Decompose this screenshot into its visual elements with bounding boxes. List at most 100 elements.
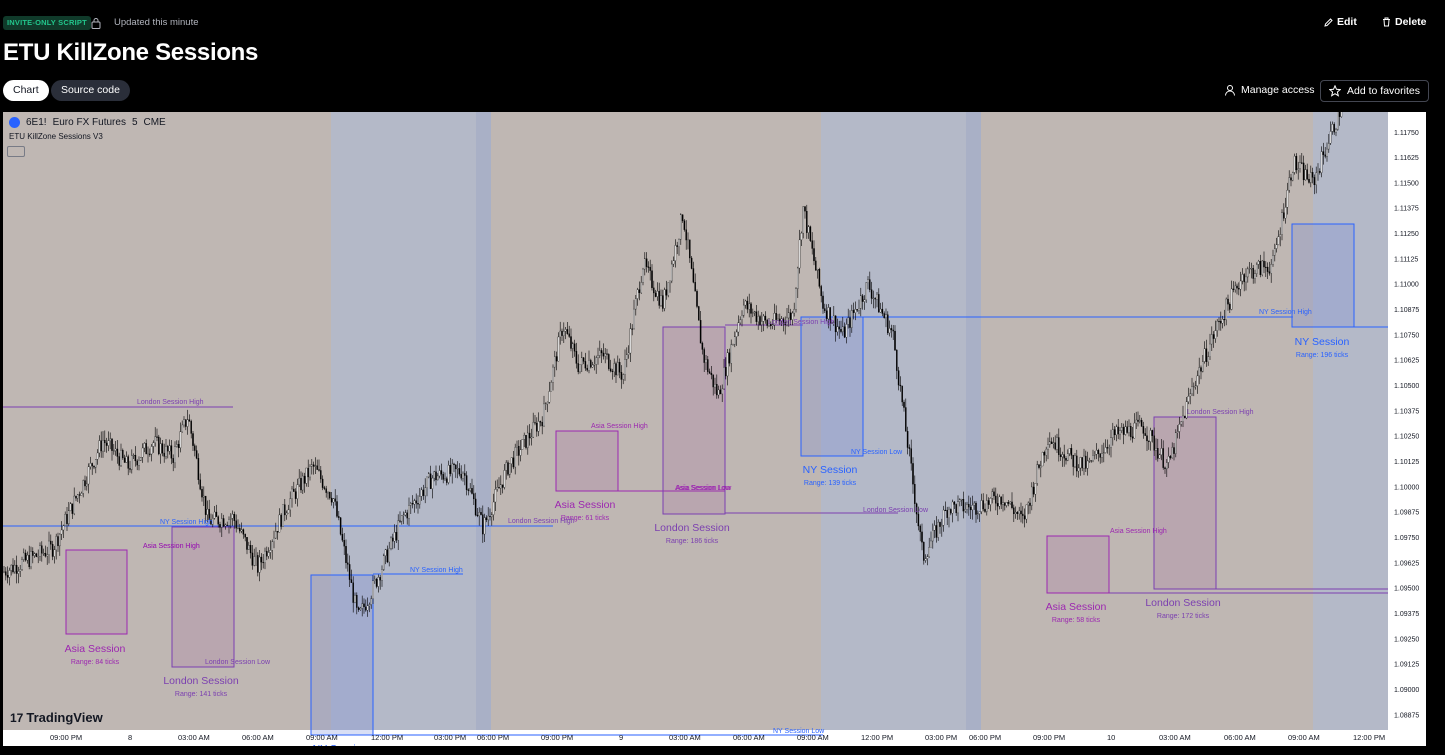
candle-body (672, 260, 675, 265)
session-range: Range: 141 ticks (175, 691, 228, 698)
collapse-legend-button[interactable] (7, 146, 25, 157)
candle-body (163, 452, 165, 457)
candle-body (1007, 502, 1010, 504)
candle-body (575, 351, 578, 364)
candle-body (528, 432, 531, 439)
candle-body (224, 524, 227, 527)
candle-body (84, 480, 86, 487)
candle-body (1198, 367, 1200, 377)
candle-body (249, 545, 252, 554)
manage-access-button[interactable]: Manage access (1224, 84, 1315, 96)
candle-body (1045, 448, 1047, 456)
candle-body (37, 556, 39, 558)
candle-body (120, 450, 122, 466)
candle-body (1295, 155, 1298, 171)
candle-body (330, 497, 333, 503)
candle-body (334, 498, 336, 502)
candle-body (554, 356, 556, 368)
candle-body (262, 561, 264, 564)
candle-body (1254, 273, 1256, 279)
candle-body (145, 443, 147, 455)
time-tick-label: 03:00 AM (669, 733, 701, 742)
candle-body (1238, 288, 1240, 290)
candle-body (969, 506, 972, 511)
candle-body (732, 344, 734, 346)
candle-body (131, 455, 133, 470)
tab-chart[interactable]: Chart (3, 80, 49, 101)
candle-body (966, 504, 968, 510)
candle-body (723, 367, 725, 390)
candle-body (530, 436, 533, 439)
session-name: NY Session (1295, 336, 1350, 348)
candle-body (1290, 177, 1292, 181)
candle-body (973, 502, 975, 506)
candle-body (829, 307, 831, 324)
time-tick-label: 03:00 AM (178, 733, 210, 742)
candle-body (838, 326, 840, 330)
candle-body (1041, 452, 1044, 467)
candle-body (600, 350, 603, 354)
candle-body (393, 532, 396, 542)
candle-body (699, 320, 702, 344)
candle-body (971, 504, 974, 511)
candle-body (167, 446, 169, 452)
candle-body (311, 464, 313, 467)
candle-body (777, 318, 779, 320)
candle-body (375, 578, 378, 587)
candle-body (591, 364, 594, 368)
candle-body (96, 452, 99, 460)
delete-button[interactable]: Delete (1382, 16, 1427, 28)
candle-body (140, 457, 142, 461)
tab-source-code[interactable]: Source code (51, 80, 130, 101)
candle-body (30, 551, 32, 568)
candle-body (555, 356, 558, 362)
candle-body (1286, 189, 1289, 208)
candle-body (271, 541, 273, 551)
candle-body (32, 551, 34, 556)
candle-body (1187, 396, 1190, 402)
candle-body (1072, 455, 1074, 467)
candle-body (807, 226, 810, 233)
candle-body (1340, 112, 1343, 117)
candle-body (365, 606, 367, 611)
candle-body (1101, 453, 1103, 458)
candle-body (303, 475, 306, 484)
price-chart[interactable]: Asia Session Range: 84 ticks Asia Session … (3, 112, 1426, 746)
edit-button[interactable]: Edit (1324, 16, 1357, 28)
level-label: Asia Session Low (675, 485, 731, 492)
add-to-favorites-button[interactable]: Add to favorites (1320, 80, 1429, 102)
candle-body (165, 446, 167, 457)
candle-body (518, 445, 520, 456)
candle-body (257, 555, 259, 573)
candle-body (296, 484, 299, 499)
candle-body (464, 473, 466, 476)
time-tick-label: 09:00 AM (1288, 733, 1320, 742)
candle-body (294, 491, 297, 499)
candle-body (321, 478, 324, 488)
candle-body (1029, 502, 1031, 506)
page-title: ETU KillZone Sessions (3, 39, 259, 66)
candle-body (339, 517, 342, 535)
candle-body (613, 363, 615, 372)
candle-body (291, 488, 293, 499)
candle-body (674, 245, 677, 261)
updated-status: Updated this minute (114, 17, 199, 28)
candle-body (995, 495, 997, 504)
candle-body (890, 328, 893, 331)
candle-body (1320, 151, 1323, 173)
candle-body (1200, 367, 1202, 372)
candle-body (757, 316, 759, 322)
indicator-legend[interactable]: ETU KillZone Sessions V3 (9, 132, 103, 141)
candle-body (642, 268, 644, 283)
session-low-label: NY Session Low (851, 449, 903, 456)
candle-body (482, 514, 484, 535)
candle-body (894, 330, 896, 351)
symbol-legend[interactable]: 6E1! Euro FX Futures 5 CME (9, 117, 166, 128)
candle-body (60, 529, 63, 535)
candle-body (1126, 426, 1128, 433)
candle-body (156, 436, 158, 438)
chart-panel[interactable]: Asia Session Range: 84 ticks Asia Session … (3, 112, 1426, 746)
price-tick-label: 1.10125 (1394, 459, 1419, 466)
candle-body (1155, 448, 1157, 451)
candle-body (748, 303, 750, 310)
